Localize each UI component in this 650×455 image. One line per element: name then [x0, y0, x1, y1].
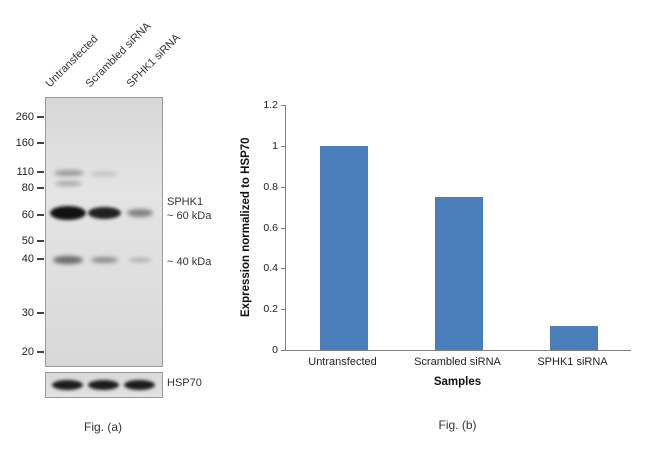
y-tick-mark: [281, 350, 285, 351]
bar-untransfected: [319, 145, 368, 350]
fig-b-caption: Fig. (b): [438, 418, 477, 432]
mw-tick: [37, 171, 44, 173]
mw-marker-160: 160: [8, 136, 44, 150]
plot-area: [281, 105, 631, 351]
mw-label: 260: [15, 111, 34, 123]
mw-label: 60: [21, 209, 34, 221]
mw-marker-110: 110: [8, 165, 44, 179]
bar-scrambled-sirna: [434, 196, 483, 350]
y-axis-title: Expression normalized to HSP70: [240, 137, 252, 318]
mw-label: 40: [21, 253, 34, 265]
mw-label: 160: [15, 137, 34, 149]
mw-tick: [37, 351, 44, 353]
x-label-sphk1-sirna: SPHK1 siRNA: [537, 356, 608, 368]
y-tick-label: 1: [272, 139, 278, 152]
mw-marker-30: 30: [8, 306, 44, 320]
band-60kda-lane2: [88, 207, 121, 219]
band-60kda-annotation: ~ 60 kDa: [167, 210, 212, 222]
bar-slot: [516, 105, 631, 350]
y-tick-label: 0.2: [263, 303, 278, 316]
mw-tick: [37, 187, 44, 189]
mw-marker-20: 20: [8, 345, 44, 359]
protein-annotation: SPHK1: [167, 196, 204, 208]
y-tick-mark: [281, 309, 285, 311]
band-hsp70-lane3: [124, 380, 155, 390]
band-40kda-lane3: [129, 258, 151, 262]
mw-tick: [37, 142, 44, 144]
y-axis-tick-labels: 0 0.2 0.4 0.6 0.8 1 1.2: [252, 99, 280, 356]
y-tick-mark: [281, 186, 285, 188]
mw-marker-40: 40: [8, 252, 44, 266]
y-tick-label: 0.8: [263, 180, 278, 193]
mw-marker-260: 260: [8, 110, 44, 124]
y-tick-mark: [281, 145, 285, 147]
y-tick-label: 1.2: [263, 99, 278, 111]
band-40kda-annotation: ~ 40 kDa: [167, 256, 212, 268]
mw-tick: [37, 312, 44, 314]
band-90kda-lane2: [91, 172, 117, 176]
y-tick-mark: [281, 227, 285, 229]
y-tick-mark: [281, 268, 285, 270]
x-label-untransfected: Untransfected: [308, 356, 377, 368]
y-tick-label: 0.6: [263, 221, 278, 234]
mw-label: 30: [21, 307, 34, 319]
mw-tick: [37, 240, 44, 242]
mw-tick: [37, 116, 44, 118]
bar-slot: [401, 105, 516, 350]
band-85kda-lane1: [55, 181, 82, 186]
band-90kda-lane1: [54, 170, 84, 176]
y-tick-label: 0: [272, 344, 278, 356]
bar-slot: [286, 105, 401, 350]
mw-label: 80: [21, 182, 34, 194]
mw-tick: [37, 214, 44, 216]
mw-label: 110: [16, 166, 34, 178]
bar-sphk1-sirna: [549, 325, 598, 350]
band-40kda-lane2: [91, 257, 118, 263]
mw-label: 50: [21, 235, 34, 247]
band-40kda-lane1: [53, 256, 83, 264]
loading-control-blot: [45, 372, 163, 398]
band-60kda-lane1: [50, 206, 86, 220]
fig-a-caption: Fig. (a): [83, 420, 122, 434]
mw-marker-60: 60: [8, 208, 44, 222]
y-tick-label: 0.4: [263, 262, 278, 275]
mw-tick: [37, 258, 44, 260]
x-axis-title: Samples: [433, 376, 482, 388]
loading-control-annotation: HSP70: [167, 377, 202, 389]
mw-label: 20: [21, 346, 34, 358]
y-tick-mark: [281, 105, 285, 106]
band-hsp70-lane1: [52, 380, 83, 390]
main-blot: [45, 97, 163, 367]
mw-marker-50: 50: [8, 234, 44, 248]
mw-marker-80: 80: [8, 181, 44, 195]
band-hsp70-lane2: [88, 380, 119, 390]
band-60kda-lane3: [127, 209, 153, 217]
x-label-scrambled-sirna: Scrambled siRNA: [414, 356, 501, 368]
x-axis-category-labels: Untransfected Scrambled siRNA SPHK1 siRN…: [285, 356, 630, 368]
